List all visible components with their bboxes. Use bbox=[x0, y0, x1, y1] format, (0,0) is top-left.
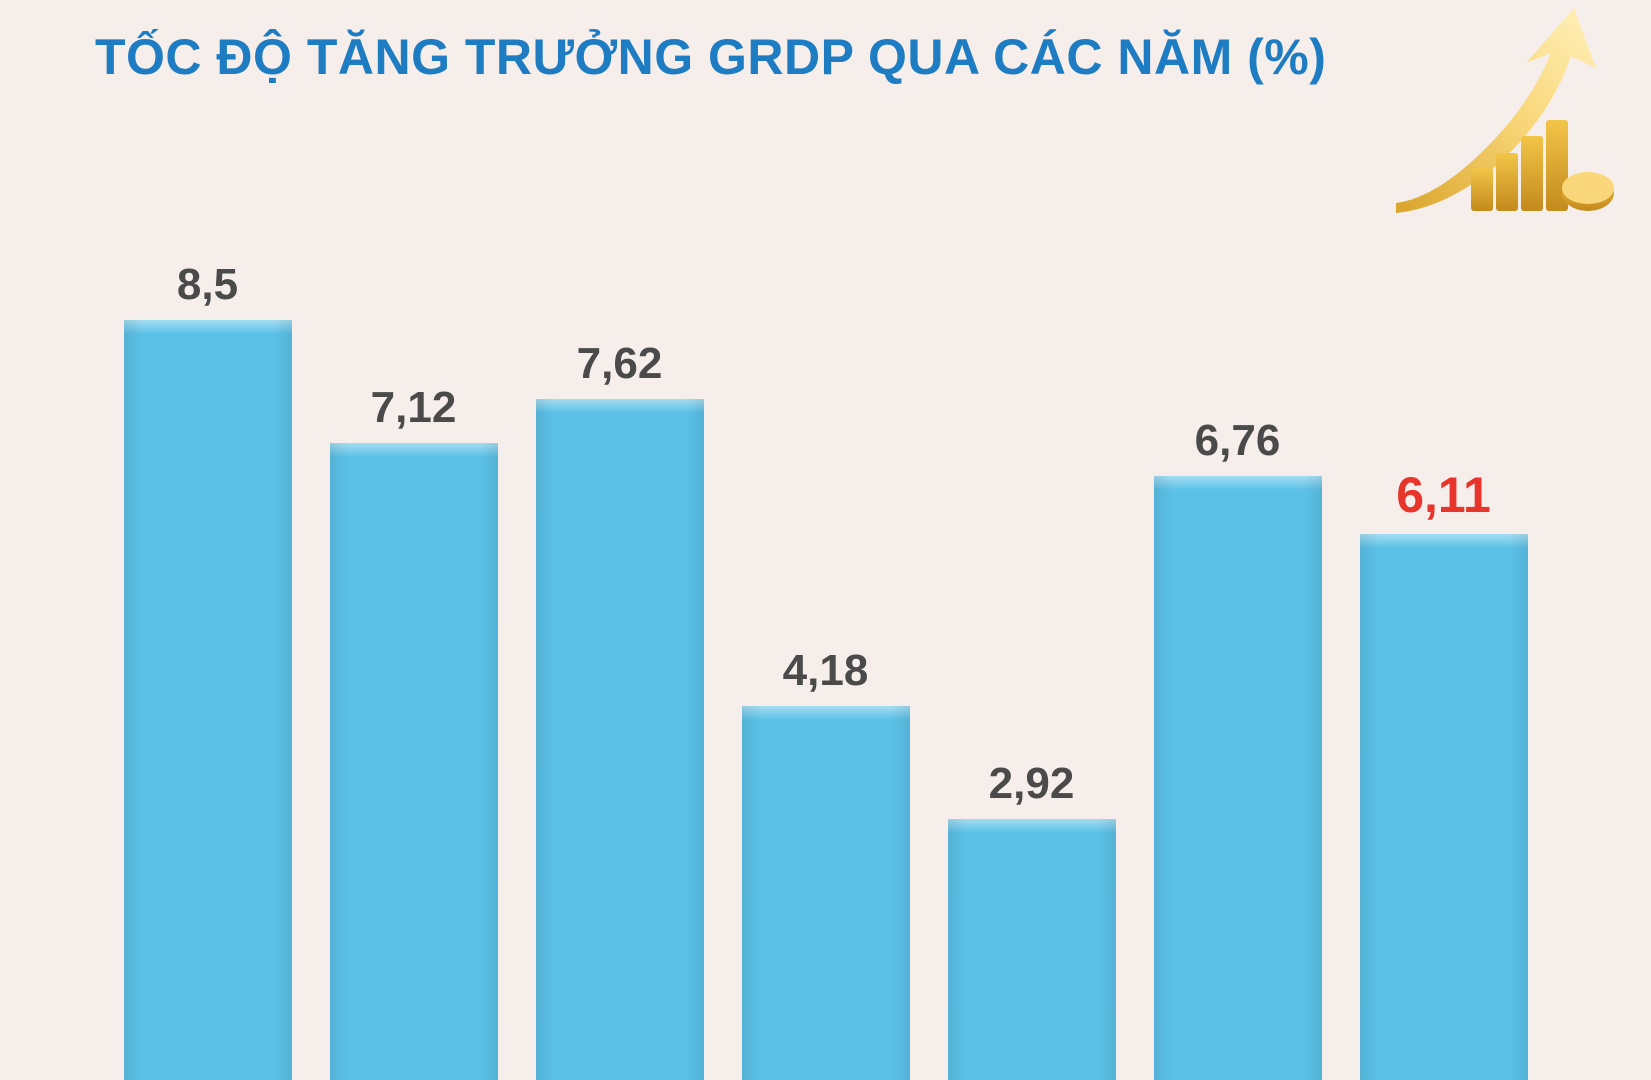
bar-5: 6,76 bbox=[1154, 416, 1322, 1080]
bar-4: 2,92 bbox=[948, 759, 1116, 1080]
bar-rect bbox=[742, 706, 910, 1080]
bar-rect bbox=[124, 320, 292, 1080]
bar-6: 6,11 bbox=[1360, 466, 1528, 1080]
bar-3: 4,18 bbox=[742, 646, 910, 1080]
bar-chart: 8,5 7,12 7,62 4,18 2,92 6,76 6,11 bbox=[0, 160, 1651, 1080]
bar-1: 7,12 bbox=[330, 383, 498, 1080]
bar-value-label: 4,18 bbox=[783, 646, 869, 696]
bar-2: 7,62 bbox=[536, 339, 704, 1080]
bar-rect bbox=[536, 399, 704, 1080]
bar-rect bbox=[330, 443, 498, 1080]
bar-rect bbox=[948, 819, 1116, 1080]
bar-0: 8,5 bbox=[124, 260, 292, 1080]
chart-title: TỐC ĐỘ TĂNG TRƯỞNG GRDP QUA CÁC NĂM (%) bbox=[95, 28, 1326, 86]
bar-value-label: 7,62 bbox=[577, 339, 663, 389]
bar-value-label: 2,92 bbox=[989, 759, 1075, 809]
bar-rect bbox=[1360, 534, 1528, 1080]
bar-value-label: 6,76 bbox=[1195, 416, 1281, 466]
bar-rect bbox=[1154, 476, 1322, 1080]
bar-value-label: 6,11 bbox=[1396, 466, 1491, 524]
bar-value-label: 7,12 bbox=[371, 383, 457, 433]
bar-value-label: 8,5 bbox=[177, 260, 238, 310]
